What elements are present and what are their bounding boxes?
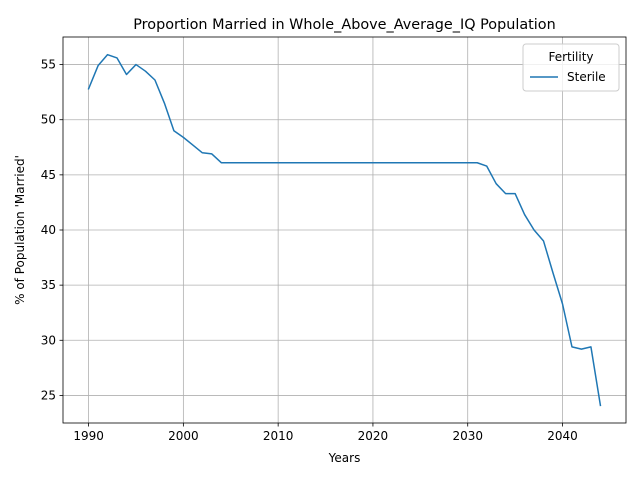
series-line-sterile xyxy=(87,53,602,407)
x-axis-label: Years xyxy=(328,451,361,465)
x-tick-label: 1990 xyxy=(73,429,104,443)
x-tick-label: 2010 xyxy=(263,429,294,443)
grid xyxy=(63,37,626,423)
y-tick-label: 30 xyxy=(41,333,56,347)
x-tick-label: 2040 xyxy=(547,429,578,443)
y-tick-label: 45 xyxy=(41,168,56,182)
x-tick-label: 2020 xyxy=(358,429,389,443)
y-axis-label: % of Population 'Married' xyxy=(13,155,27,305)
y-tick-label: 35 xyxy=(41,278,56,292)
y-tick-label: 55 xyxy=(41,58,56,72)
legend-title: Fertility xyxy=(548,50,593,64)
y-tick-label: 40 xyxy=(41,223,56,237)
y-tick-label: 25 xyxy=(41,388,56,402)
y-tick-label: 50 xyxy=(41,113,56,127)
chart-title: Proportion Married in Whole_Above_Averag… xyxy=(133,17,556,33)
legend: Fertility Sterile xyxy=(522,43,620,92)
legend-label-sterile: Sterile xyxy=(567,70,606,84)
ticks: 1990 2000 2010 2020 2030 2040 25 30 35 40 45 50 55 xyxy=(41,58,578,443)
x-tick-label: 2030 xyxy=(452,429,483,443)
x-tick-label: 2000 xyxy=(168,429,199,443)
legend-box xyxy=(522,43,620,92)
series-layer xyxy=(87,53,602,407)
